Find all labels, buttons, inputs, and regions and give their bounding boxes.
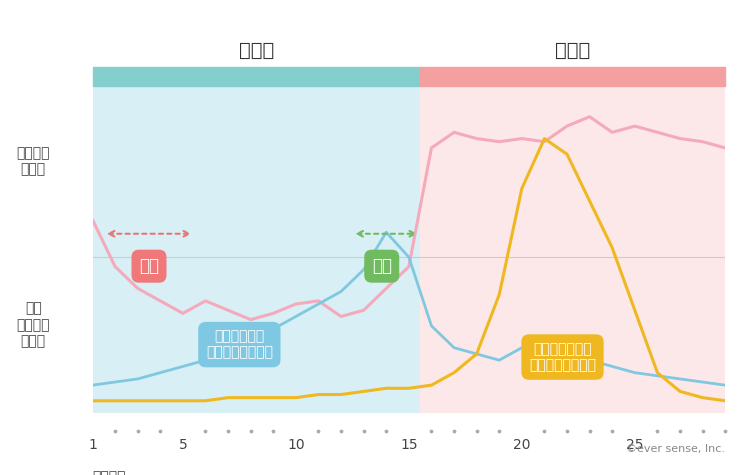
Text: 15: 15 [400,438,417,452]
Text: 20: 20 [513,438,531,452]
Text: 10: 10 [287,438,305,452]
Text: 5: 5 [178,438,187,452]
Text: 女性
ホルモン
の変化: 女性 ホルモン の変化 [16,302,50,348]
Bar [420,86,725,413]
Bar [92,86,420,413]
Text: 排卵: 排卵 [371,257,391,275]
Text: （日数）: （日数） [92,471,126,475]
Text: ©ever sense, Inc.: ©ever sense, Inc. [626,444,725,454]
Text: 基礎体温
の変化: 基礎体温 の変化 [16,146,50,176]
Text: エストロゲン
（卵胞ホルモン）: エストロゲン （卵胞ホルモン） [206,330,273,360]
Text: 月経: 月経 [139,257,159,275]
Text: 1: 1 [88,438,97,452]
Text: 低温相: 低温相 [239,41,274,60]
Text: プロゲステロン
（黄体ホルモン）: プロゲステロン （黄体ホルモン） [529,342,596,372]
Text: 高温相: 高温相 [555,41,591,60]
Text: 25: 25 [626,438,644,452]
